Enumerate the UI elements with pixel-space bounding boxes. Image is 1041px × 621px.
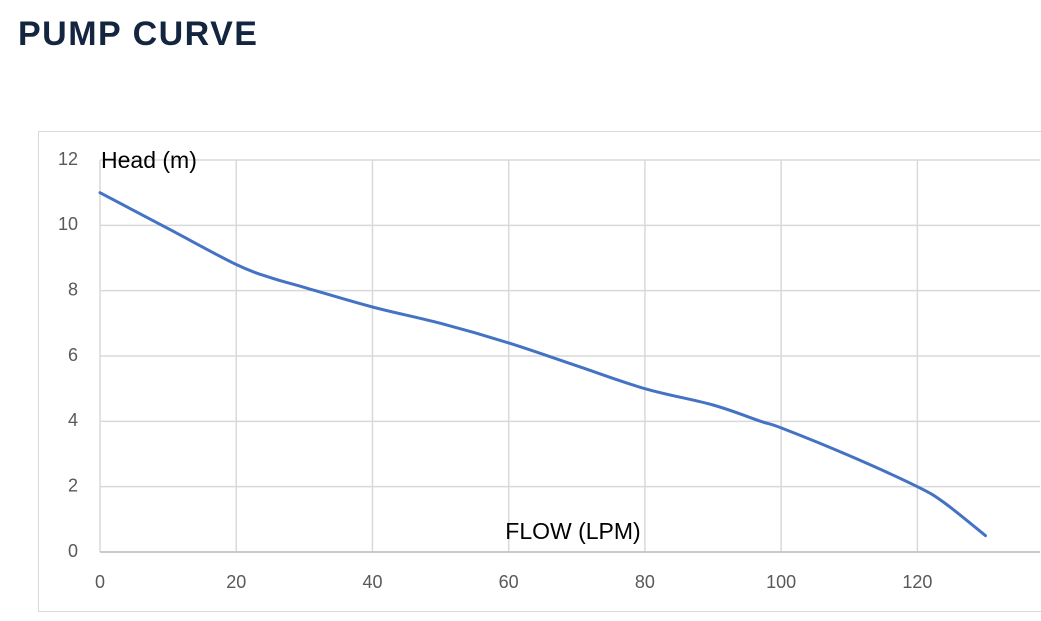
x-tick-label: 20 — [226, 572, 246, 592]
y-tick-label: 10 — [58, 214, 78, 234]
y-tick-label: 12 — [58, 149, 78, 169]
chart-title: PUMP CURVE — [18, 15, 258, 53]
x-tick-label: 120 — [902, 572, 932, 592]
plot — [100, 193, 986, 536]
y-tick-label: 0 — [68, 541, 78, 561]
y-tick-label: 6 — [68, 345, 78, 365]
x-tick-label: 40 — [362, 572, 382, 592]
x-tick-label: 60 — [499, 572, 519, 592]
x-tick-label: 80 — [635, 572, 655, 592]
y-tick-label: 8 — [68, 279, 78, 299]
line — [100, 193, 986, 536]
y-tick-label: 4 — [68, 410, 78, 430]
x-axis-title: FLOW (LPM) — [505, 518, 640, 544]
y-axis-title: Head (m) — [101, 147, 197, 173]
y-tick-label: 2 — [68, 475, 78, 495]
x-tick-label: 100 — [766, 572, 796, 592]
x-tick-label: 0 — [95, 572, 105, 592]
